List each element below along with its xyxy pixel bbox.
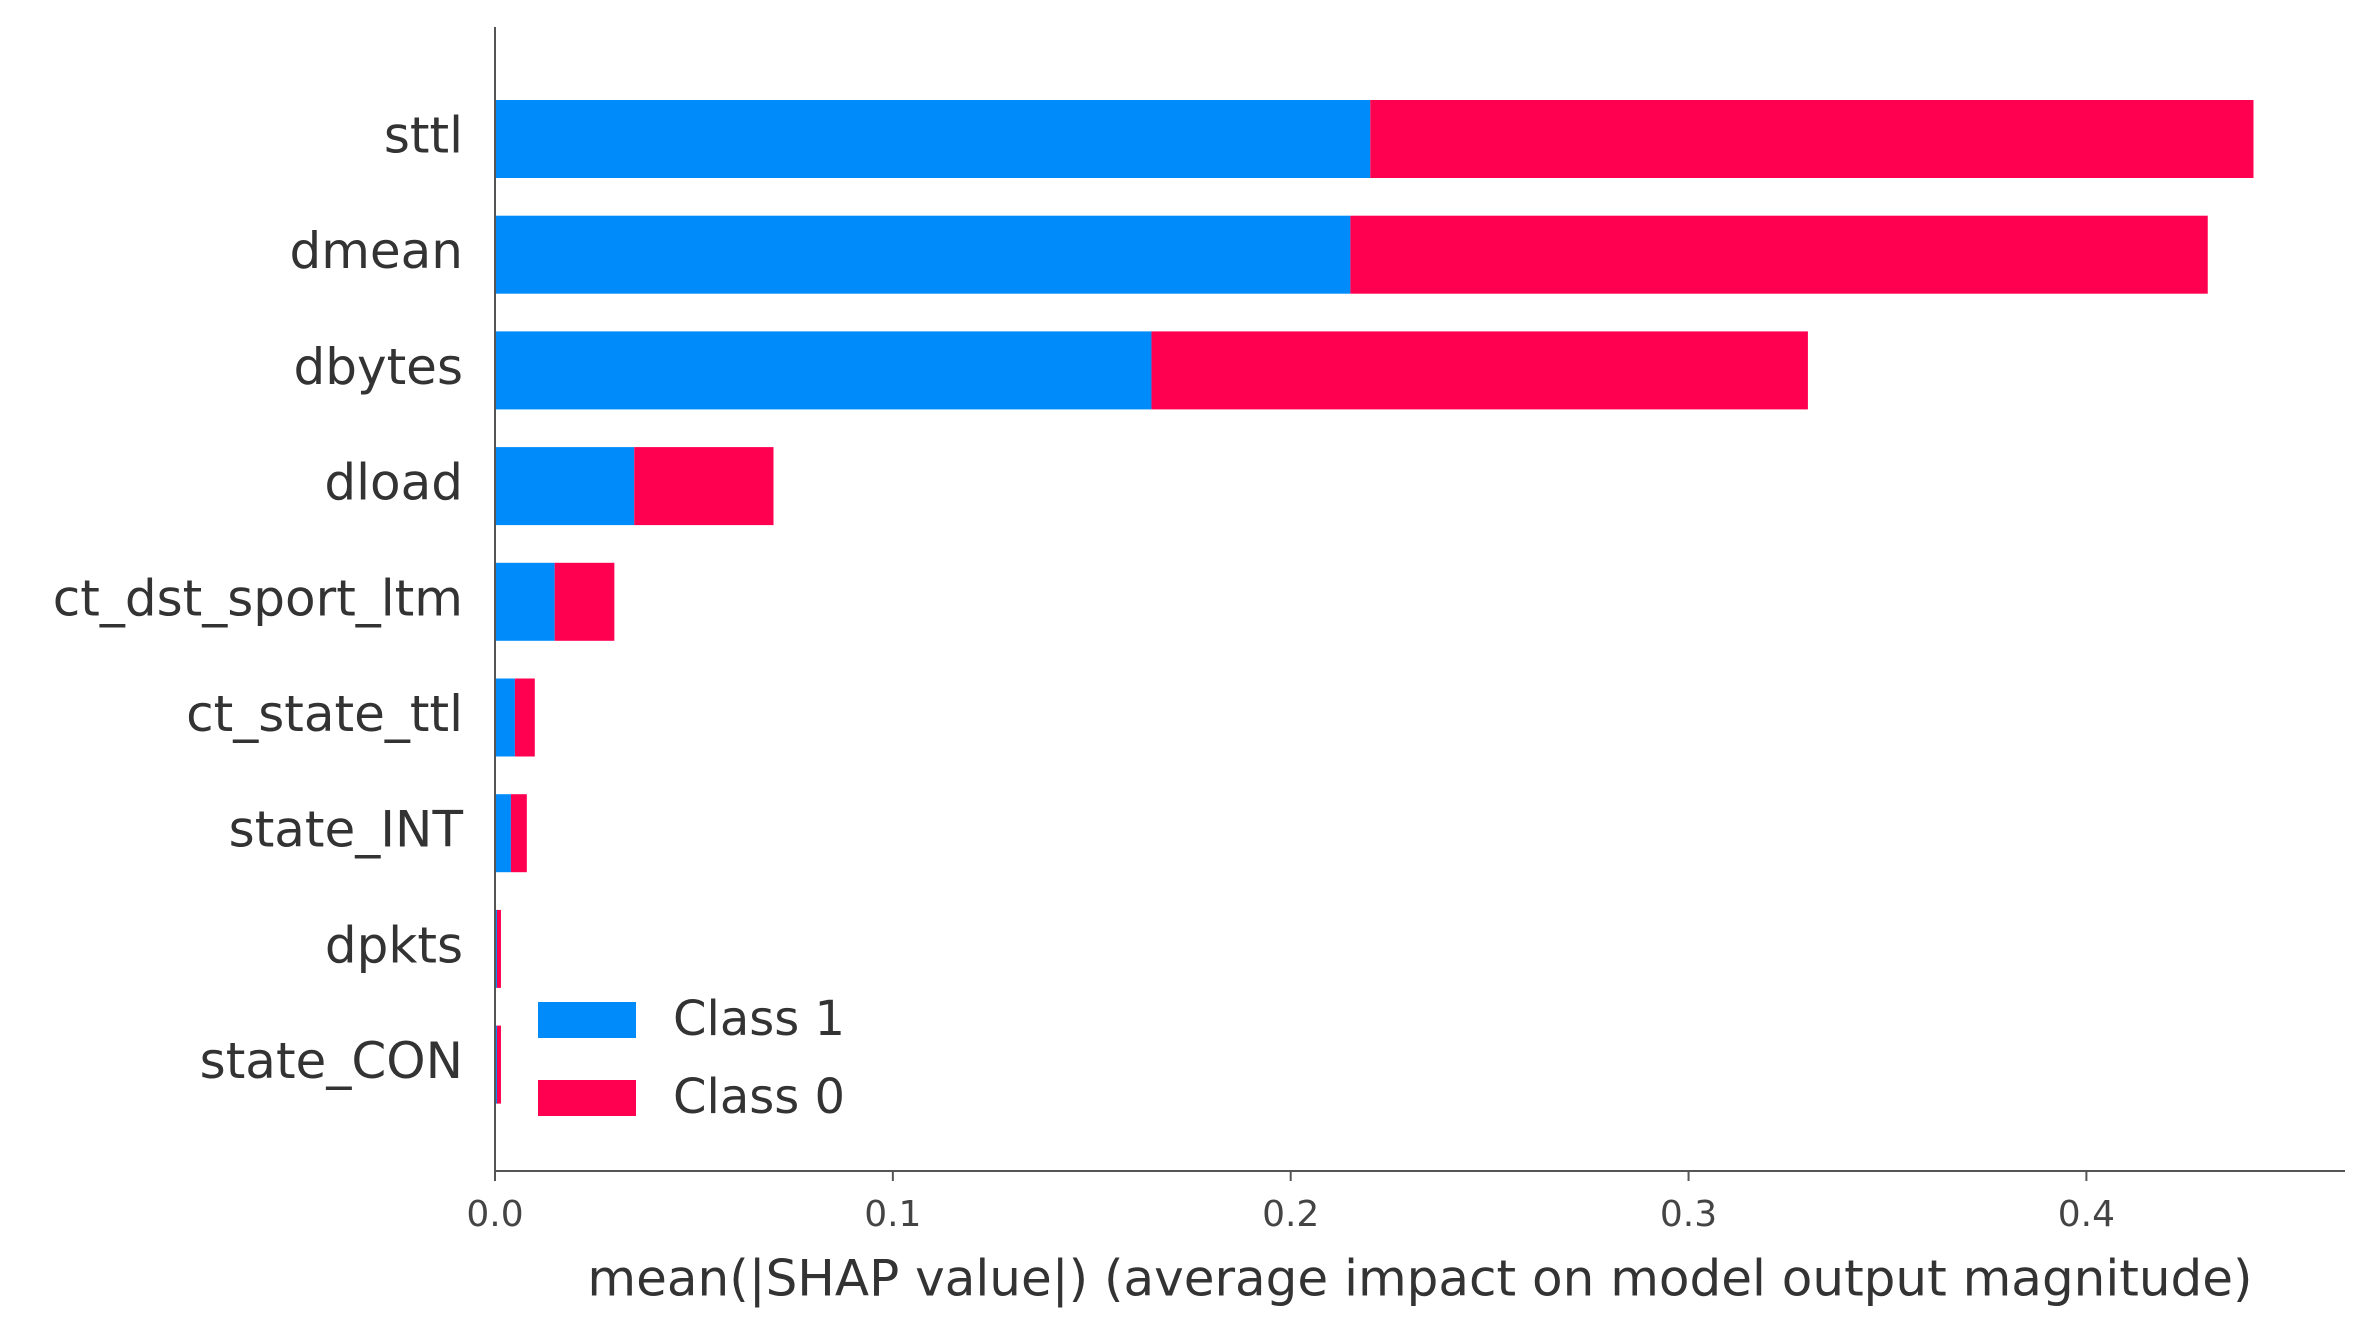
legend-label: Class 0 <box>673 1069 845 1125</box>
x-axis-label: mean(|SHAP value|) (average impact on mo… <box>587 1250 2252 1308</box>
bar-segment <box>514 678 535 757</box>
bar-segment <box>495 331 1152 410</box>
bar-segment <box>495 100 1371 178</box>
bar-segment <box>634 447 774 526</box>
y-tick-label: ct_state_ttl <box>186 685 463 743</box>
bar-segment <box>496 909 501 988</box>
bar-segment <box>495 215 1351 294</box>
legend-swatch <box>538 1002 636 1038</box>
y-tick-label: dpkts <box>325 916 463 974</box>
y-tick-label: sttl <box>384 107 463 165</box>
x-tick-label: 0.2 <box>1262 1194 1319 1235</box>
bar-segment <box>495 447 635 526</box>
y-tick-label: ct_dst_sport_ltm <box>53 569 463 627</box>
bar-segment <box>510 794 527 873</box>
y-tick-label: dbytes <box>294 338 463 396</box>
y-tick-label: state_CON <box>200 1032 463 1090</box>
y-tick-label: state_INT <box>229 801 464 859</box>
x-tick-label: 0.0 <box>466 1194 523 1235</box>
x-tick-label: 0.1 <box>864 1194 921 1235</box>
bar-segment <box>1151 331 1808 410</box>
bar-segment <box>495 678 515 757</box>
bar-segment <box>495 794 511 873</box>
x-tick-label: 0.3 <box>1660 1194 1717 1235</box>
bar-segment <box>1350 215 2208 294</box>
legend-swatch <box>538 1080 636 1116</box>
bar-segment <box>554 562 615 641</box>
x-tick-label: 0.4 <box>2058 1194 2115 1235</box>
legend-label: Class 1 <box>673 991 845 1047</box>
bar-segment <box>496 1025 501 1104</box>
bar-segment <box>495 562 555 641</box>
bar-segment <box>1370 100 2254 178</box>
y-tick-label: dmean <box>289 222 463 280</box>
y-tick-label: dload <box>324 454 463 512</box>
